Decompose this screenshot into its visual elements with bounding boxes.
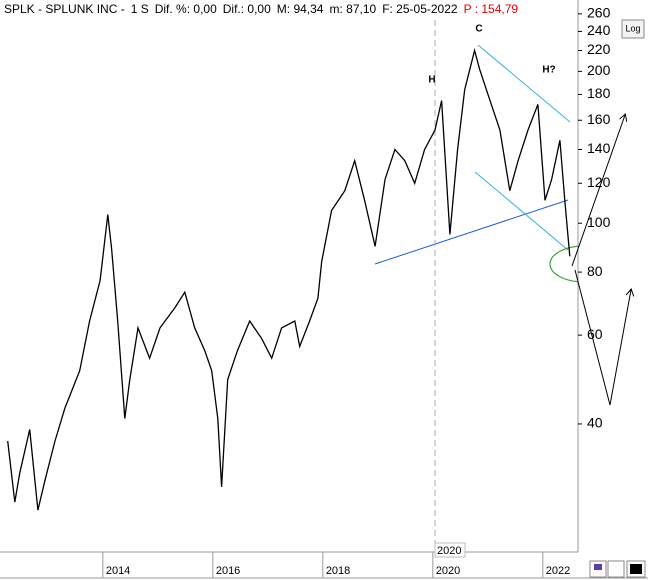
y-tick-label: 40: [587, 415, 603, 431]
y-tick-label: 240: [587, 22, 611, 38]
header-bg: [0, 0, 485, 20]
price-label: P : 154,79: [464, 2, 519, 16]
neckline: [374, 199, 569, 265]
channel-upper: [477, 44, 571, 123]
header-item: SPLK - SPLUNK INC -: [4, 2, 125, 16]
y-tick-label: 60: [587, 326, 603, 342]
y-tick-label: 160: [587, 111, 611, 127]
arrow-up: [571, 115, 625, 267]
y-tick-label: 200: [587, 62, 611, 78]
header: SPLK - SPLUNK INC - 1 S Dif. %: 0,00 Dif.: …: [4, 2, 518, 16]
cursor-label-box: [434, 542, 466, 558]
cursor-label: 2020: [437, 545, 461, 557]
header-item: m: 87,10: [329, 2, 376, 16]
annotation: H?: [542, 65, 555, 76]
channel-lower: [474, 171, 569, 251]
annotation: H: [428, 75, 435, 86]
header-item: Dif.: 0,00: [223, 2, 271, 16]
plot-area: [7, 0, 578, 552]
y-tick-label: 220: [587, 41, 611, 57]
x-tick-label: 2020: [436, 565, 460, 577]
y-tick-label: 100: [587, 214, 611, 230]
x-axis-labels: 2014 2016 2018 2020 2022: [106, 565, 570, 577]
x-tick-label: 2022: [546, 565, 570, 577]
color-icon-glyph: [630, 564, 642, 574]
header-item: F: 25-05-2022: [382, 2, 458, 16]
x-tick-label: 2018: [326, 565, 350, 577]
x-tick-label: 2014: [106, 565, 130, 577]
log-button-label[interactable]: Log: [625, 23, 640, 33]
tool-icon[interactable]: [607, 560, 625, 578]
log-button[interactable]: [621, 19, 645, 39]
y-tick-label: 140: [587, 140, 611, 156]
y-tick-label: 180: [587, 85, 611, 101]
arrow-down-up: [574, 269, 631, 406]
x-tick-label: 2016: [216, 565, 240, 577]
header-item: 1 S: [131, 2, 149, 16]
header-item: Dif. %: 0,00: [155, 2, 217, 16]
save-icon-glyph: [594, 564, 602, 570]
y-tick-label: 80: [587, 263, 603, 279]
annotation: C: [475, 24, 482, 35]
price-line: [7, 47, 571, 511]
target-ellipse: [549, 245, 578, 283]
y-tick-label: 260: [587, 5, 611, 21]
header-item: M: 94,34: [277, 2, 324, 16]
y-tick-label: 120: [587, 174, 611, 190]
